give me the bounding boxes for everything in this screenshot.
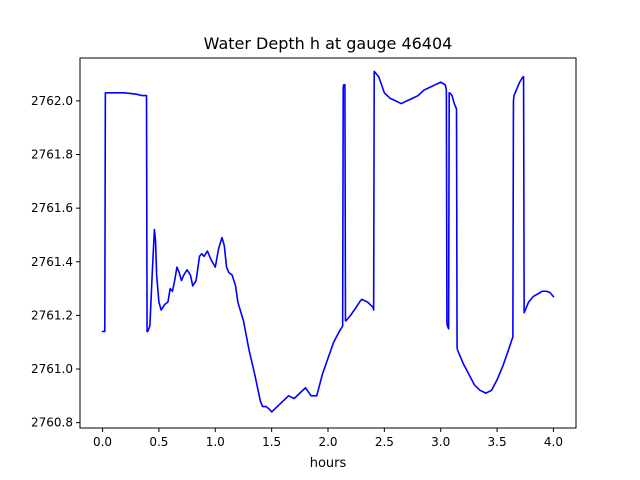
y-tick-label: 2760.8 [31, 416, 73, 430]
y-axis: 2760.8 2761.0 2761.2 2761.4 2761.6 2761.8 2762… [31, 94, 80, 430]
plot-content [101, 70, 555, 413]
x-tick-label: 1.5 [262, 435, 281, 449]
series-line-0 [101, 70, 555, 413]
y-tick-label: 2761.4 [31, 255, 73, 269]
y-tick-label: 2761.8 [31, 148, 73, 162]
x-tick-label: 2.0 [318, 435, 337, 449]
y-tick-label: 2761.6 [31, 201, 73, 215]
x-tick-label: 0.5 [149, 435, 168, 449]
x-tick-label: 3.5 [488, 435, 507, 449]
y-tick-label: 2761.0 [31, 362, 73, 376]
x-axis-label: hours [310, 456, 347, 471]
x-tick-label: 0.0 [93, 435, 112, 449]
x-tick-label: 2.5 [375, 435, 394, 449]
x-tick-label: 4.0 [544, 435, 563, 449]
y-tick-label: 2761.2 [31, 308, 73, 322]
chart-title: Water Depth h at gauge 46404 [204, 34, 453, 53]
y-tick-label: 2762.0 [31, 94, 73, 108]
x-axis: 0.0 0.5 1.0 1.5 2.0 2.5 3.0 3.5 4.0 [93, 428, 563, 449]
x-tick-label: 1.0 [206, 435, 225, 449]
x-tick-label: 3.0 [431, 435, 450, 449]
